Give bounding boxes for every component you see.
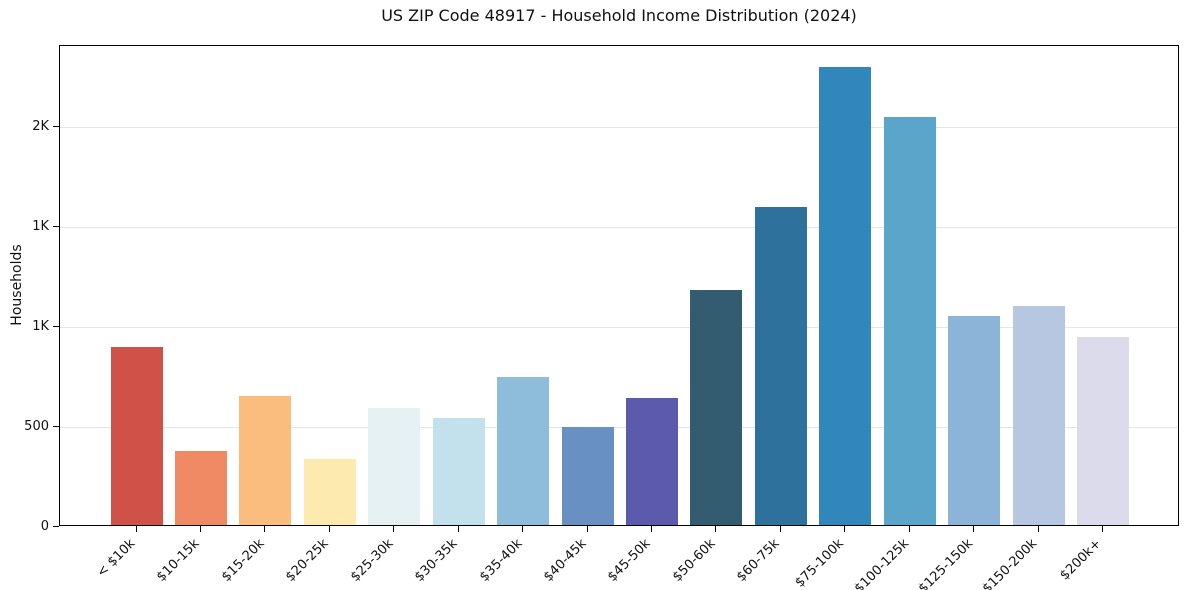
x-tick-label-6: $30-35k (412, 536, 461, 585)
x-tick-mark-9 (650, 526, 652, 532)
bar-75-100k (819, 67, 872, 525)
bar-10k (110, 347, 163, 525)
bar-25-30k (368, 408, 421, 525)
x-tick-mark-7 (522, 526, 524, 532)
x-tick-label-15: $150-200k (980, 536, 1041, 590)
x-tick-mark-15 (1037, 526, 1039, 532)
x-tick-mark-3 (264, 526, 266, 532)
x-tick-label-5: $25-30k (347, 536, 397, 585)
chart-title: US ZIP Code 48917 - Household Income Dis… (381, 6, 857, 25)
x-tick-label-16: $200k+ (1057, 536, 1105, 584)
y-tick-label-1000: 1K (32, 318, 49, 334)
x-tick-mark-5 (393, 526, 395, 532)
x-tick-mark-2 (199, 526, 201, 532)
y-tick-label-0: 0 (40, 518, 49, 534)
x-tick-label-7: $35-40k (476, 536, 525, 585)
y-tick-label-1500: 1K (32, 218, 49, 234)
bar-20-25k (303, 459, 356, 525)
y-tick-mark-1500 (53, 225, 59, 227)
x-tick-label-11: $60-75k (734, 536, 783, 585)
x-tick-label-1: < $10k (94, 536, 139, 581)
x-tick-label-3: $15-20k (218, 536, 268, 585)
bar-50-60k (690, 290, 743, 525)
y-tick-mark-2000 (53, 125, 59, 127)
x-tick-mark-11 (779, 526, 781, 532)
bar-150-200k (1012, 306, 1065, 525)
bar-45-50k (625, 398, 678, 525)
x-tick-label-10: $50-60k (669, 536, 719, 585)
x-tick-label-4: $20-25k (283, 536, 332, 585)
y-axis-label: Households (9, 244, 25, 326)
bar-60-75k (754, 207, 807, 525)
x-tick-label-13: $100-125k (851, 536, 912, 590)
y-tick-label-2000: 2K (32, 118, 49, 134)
x-tick-mark-13 (908, 526, 910, 532)
x-tick-label-14: $125-150k (915, 536, 976, 590)
x-tick-mark-12 (844, 526, 846, 532)
x-tick-label-8: $40-45k (540, 536, 590, 585)
bar-15-20k (239, 396, 292, 525)
x-tick-mark-16 (1101, 526, 1103, 532)
gridline-1000 (60, 327, 1178, 328)
bar-30-35k (432, 418, 485, 525)
y-tick-mark-1000 (53, 325, 59, 327)
bar-35-40k (497, 377, 550, 525)
gridline-500 (60, 427, 1178, 428)
x-tick-mark-8 (586, 526, 588, 532)
bar-10-15k (174, 451, 227, 525)
bar-125-150k (948, 316, 1001, 525)
x-tick-label-12: $75-100k (792, 536, 848, 590)
y-tick-mark-500 (53, 425, 59, 427)
bar-40-45k (561, 427, 614, 525)
gridline-1500 (60, 227, 1178, 228)
plot-area (59, 45, 1179, 526)
bar-100-125k (883, 117, 936, 525)
x-tick-label-9: $45-50k (605, 536, 654, 585)
y-tick-label-500: 500 (24, 418, 49, 434)
bar-200k (1076, 337, 1129, 525)
x-tick-label-2: $10-15k (154, 536, 203, 585)
x-tick-mark-14 (973, 526, 975, 532)
x-tick-mark-6 (457, 526, 459, 532)
gridline-2000 (60, 127, 1178, 128)
y-tick-mark-0 (53, 525, 59, 527)
x-tick-mark-10 (715, 526, 717, 532)
x-tick-mark-4 (328, 526, 330, 532)
x-tick-mark-1 (135, 526, 137, 532)
